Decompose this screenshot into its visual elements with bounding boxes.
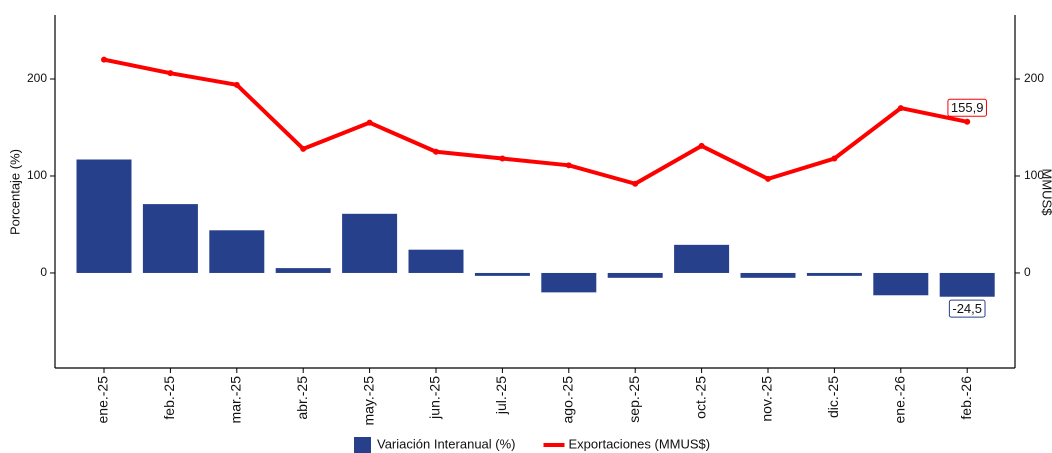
- line-point: [964, 118, 971, 125]
- bar: [873, 272, 929, 296]
- bar: [607, 272, 663, 278]
- bar: [474, 272, 530, 276]
- bar: [806, 272, 862, 276]
- bar: [939, 272, 995, 297]
- bar: [541, 272, 597, 293]
- x-tick-label: feb.-25: [161, 376, 177, 420]
- x-tick-label: may.-25: [360, 376, 376, 426]
- y-axis-label: Porcentaje (%): [7, 149, 22, 235]
- y2-tick-label: 100: [1024, 168, 1044, 182]
- value-label: 155,9: [951, 100, 984, 115]
- bar: [275, 268, 331, 273]
- x-tick-label: dic.-25: [825, 376, 841, 418]
- y-tick-label: 100: [27, 168, 47, 182]
- value-label-box: [947, 98, 987, 117]
- y2-tick-label: 0: [1024, 265, 1031, 279]
- line-point: [366, 119, 373, 126]
- line-point: [897, 105, 904, 112]
- value-label: -24,5: [952, 301, 982, 316]
- bar: [740, 272, 796, 278]
- x-tick-label: jul.-25: [493, 376, 509, 415]
- bar: [142, 204, 198, 273]
- y-tick-label: 200: [27, 71, 47, 85]
- line: [103, 57, 968, 186]
- x-tick-label: ago.-25: [560, 376, 576, 424]
- bar: [209, 230, 265, 273]
- y-tick-label: 0: [40, 265, 47, 279]
- line-point: [565, 162, 572, 169]
- legend-swatch: [354, 437, 371, 453]
- x-tick-label: jun.-25: [427, 376, 443, 420]
- x-tick-label: sep.-25: [626, 376, 642, 423]
- line-point: [167, 70, 174, 77]
- line-point: [233, 81, 240, 88]
- x-tick-label: mar.-25: [228, 376, 244, 424]
- line-point: [300, 145, 307, 152]
- line-point: [765, 175, 771, 182]
- x-tick-label: ene.-26: [892, 376, 908, 424]
- x-tick-label: oct.-25: [692, 376, 708, 419]
- line-point: [433, 148, 439, 155]
- bar: [342, 213, 398, 273]
- line-point: [499, 155, 506, 162]
- x-tick-label: nov.-25: [759, 376, 775, 422]
- x-tick-label: feb.-26: [958, 376, 974, 420]
- legend-label: Exportaciones (MMUS$): [569, 436, 711, 451]
- y2-axis-label: MMUS$: [1040, 169, 1052, 217]
- line-point: [101, 56, 107, 63]
- bar: [76, 159, 132, 273]
- line-point: [632, 180, 639, 187]
- line-point: [831, 155, 838, 162]
- y2-tick-label: 200: [1024, 71, 1044, 85]
- bar: [408, 249, 464, 273]
- x-tick-label: abr.-25: [294, 376, 310, 420]
- legend-label: Variación Interanual (%): [377, 436, 516, 451]
- x-tick-label: ene.-25: [95, 376, 111, 424]
- value-label-box: [948, 299, 986, 318]
- bar: [674, 244, 730, 273]
- line-point: [698, 142, 705, 149]
